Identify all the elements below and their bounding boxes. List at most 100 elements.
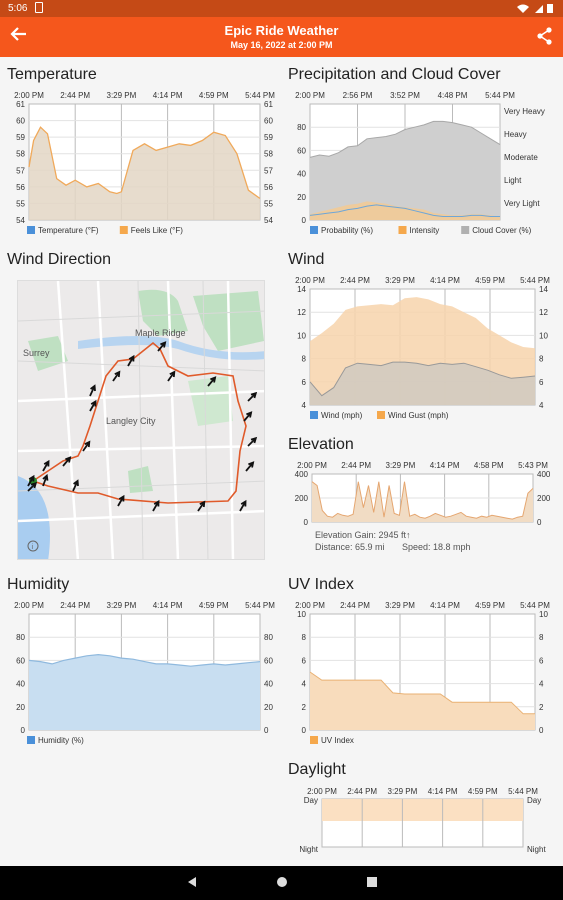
uv-panel: UV Index 2:00 PM 2:44 PM 3:29 PM 4:14 PM 4:5… [288, 576, 560, 751]
y-tick-label: 8 [302, 355, 307, 364]
y-tick-label-right: 54 [264, 216, 273, 225]
x-tick-label: 2:56 PM [343, 91, 373, 100]
intensity-level-label: Moderate [504, 153, 538, 162]
arrow-left-icon [10, 27, 26, 41]
svg-text:i: i [32, 544, 34, 551]
elevation-chart: 2:00 PM 2:44 PM 3:29 PM 4:14 PM 4:58 PM 5:43 … [295, 461, 551, 527]
wind-arrow-head [128, 354, 135, 362]
x-tick-label: 5:44 PM [245, 91, 275, 100]
x-tick-label: 4:58 PM [474, 461, 504, 470]
daylight-bar [322, 799, 523, 821]
legend-swatch [398, 226, 407, 234]
info-icon [27, 540, 39, 552]
x-tick-label: 2:44 PM [340, 601, 370, 610]
humidity-chart: 2:00 PM 2:44 PM 3:29 PM 4:14 PM 4:59 PM 5:44 … [14, 601, 275, 745]
nav-back-icon[interactable] [186, 876, 198, 888]
y-tick-label: 61 [16, 100, 25, 109]
x-tick-label: 2:00 PM [295, 276, 325, 285]
water-area [18, 476, 50, 559]
wind-arrow-head [199, 500, 206, 508]
status-time: 5:06 [8, 3, 28, 14]
legend-label: Wind (mph) [321, 411, 363, 420]
y-tick-label-right: 4 [539, 401, 544, 410]
wind-arrow-head [118, 494, 125, 502]
legend-label: Wind Gust (mph) [388, 411, 449, 420]
legend-label: Feels Like (°F) [131, 226, 183, 235]
legend-label: Humidity (%) [38, 736, 84, 745]
wind-direction-panel: Wind Direction [7, 251, 282, 275]
wind-arrow-head [65, 456, 72, 463]
x-tick-label: 2:44 PM [341, 461, 371, 470]
park-area-4 [188, 376, 233, 426]
nav-home-icon[interactable] [276, 876, 288, 888]
y-tick-label-right: 0 [264, 726, 269, 735]
y-tick-label: 6 [302, 378, 307, 387]
y-tick-label: 10 [297, 331, 306, 340]
y-tick-label: 4 [302, 401, 307, 410]
uv-line [309, 671, 535, 715]
nav-recents-icon[interactable] [366, 876, 378, 888]
precipitation-panel: Precipitation and Cloud Cover 2:00 PM 2:5… [288, 66, 560, 241]
y-tick-label-right: 12 [539, 308, 548, 317]
wind-arrow-head [84, 440, 91, 448]
y-tick-label-right: 6 [539, 378, 544, 387]
back-button[interactable] [10, 25, 28, 47]
y-tick-label-right: 2 [539, 703, 544, 712]
wind-arrow-head [250, 436, 258, 444]
y-tick-label: 55 [16, 199, 25, 208]
y-tick-label-right: 60 [264, 117, 273, 126]
x-tick-label: 3:29 PM [386, 461, 416, 470]
y-tick-label-right: 6 [539, 656, 544, 665]
y-tick-label: 60 [297, 146, 306, 155]
intensity-level-label: Light [504, 176, 522, 185]
legend-label: Intensity [410, 226, 440, 235]
y-tick-label-right: 10 [539, 610, 548, 619]
x-tick-label: 3:29 PM [107, 601, 137, 610]
intensity-line [309, 204, 500, 217]
y-tick-label: 20 [297, 193, 306, 202]
y-tick-label: 59 [16, 133, 25, 142]
x-tick-label: 2:44 PM [60, 601, 90, 610]
day-label: Day [304, 796, 318, 805]
wind-arrow-head [248, 461, 255, 468]
x-tick-label: 4:59 PM [468, 787, 498, 796]
app-subtitle: May 16, 2022 at 2:00 PM [230, 40, 333, 50]
map-label-surrey: Surrey [23, 348, 50, 358]
uv-area [310, 672, 535, 730]
feels-like-line [28, 126, 261, 200]
uv-chart: 2:00 PM 2:44 PM 3:29 PM 4:14 PM 4:59 PM 5:44 … [295, 601, 550, 745]
y-tick-label-right: 60 [264, 656, 273, 665]
wind-arrow-head [90, 399, 97, 407]
x-tick-label: 2:00 PM [14, 91, 44, 100]
y-tick-label-right: 40 [264, 680, 273, 689]
x-tick-label: 5:44 PM [520, 276, 550, 285]
y-tick-label: 12 [297, 308, 306, 317]
y-tick-label: 80 [297, 123, 306, 132]
wind-direction-map[interactable]: Maple Ridge Surrey Langley City i [17, 280, 265, 560]
x-tick-label: 4:14 PM [430, 601, 460, 610]
x-tick-label: 4:59 PM [475, 276, 505, 285]
x-tick-label: 4:14 PM [430, 276, 460, 285]
x-tick-label: 3:29 PM [107, 91, 137, 100]
uv-title: UV Index [288, 576, 354, 593]
x-tick-label: 4:48 PM [438, 91, 468, 100]
x-tick-label: 3:52 PM [390, 91, 420, 100]
y-tick-label-right: 56 [264, 183, 273, 192]
elevation-panel: Elevation 2:00 PM 2:44 PM 3:29 PM 4:14 PM 4:… [288, 436, 560, 561]
daylight-chart: 2:00 PM 2:44 PM 3:29 PM 4:14 PM 4:59 PM 5:44 … [299, 787, 546, 854]
x-tick-label: 3:29 PM [385, 601, 415, 610]
y-tick-label: 6 [302, 656, 307, 665]
app-bar: Epic Ride Weather May 16, 2022 at 2:00 P… [0, 17, 563, 57]
share-button[interactable] [537, 27, 553, 45]
intensity-level-label: Very Heavy [504, 107, 545, 116]
legend-label: Temperature (°F) [38, 226, 99, 235]
y-tick-label: 58 [16, 150, 25, 159]
wind-arrow-head [114, 370, 121, 378]
y-tick-label: 0 [302, 216, 307, 225]
x-tick-label: 5:44 PM [485, 91, 515, 100]
wind-arrow-head [160, 341, 167, 348]
y-tick-label: 0 [21, 726, 26, 735]
x-tick-label: 2:44 PM [60, 91, 90, 100]
y-tick-label-right: 0 [537, 518, 542, 527]
daylight-panel: Daylight 2:00 PM 2:44 PM 3:29 PM 4:14 PM 4:5… [288, 761, 560, 861]
